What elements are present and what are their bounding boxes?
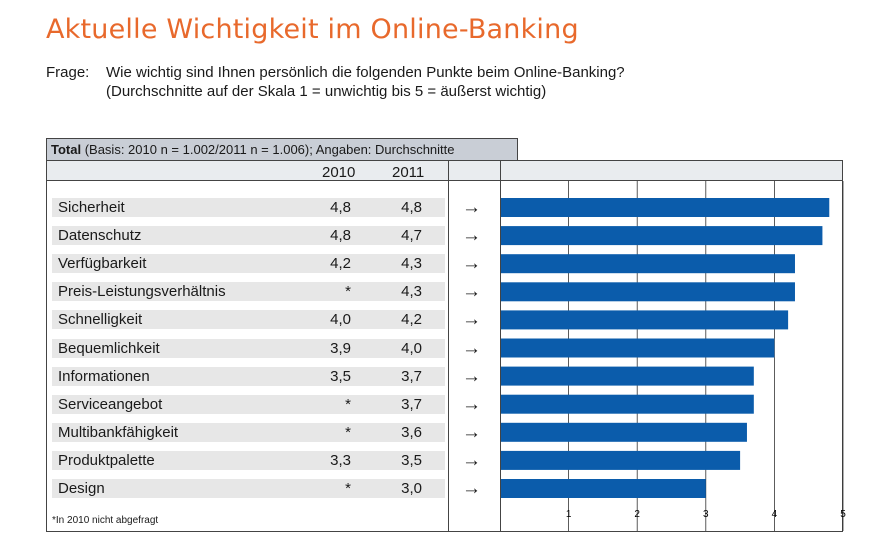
- arrow-icon: →: [462, 478, 481, 499]
- arrow-icon: →: [462, 337, 481, 359]
- value-2010: 4,8: [330, 227, 351, 245]
- table-row: [52, 310, 445, 330]
- tick-label-1: 1: [566, 509, 572, 520]
- column-header-2011: 2011: [392, 164, 425, 181]
- value-2010: *: [345, 423, 351, 441]
- table-row: [52, 366, 445, 386]
- value-2010: 3,9: [330, 339, 351, 357]
- tick-label-2: 2: [634, 509, 640, 520]
- category-label: Schnelligkeit: [58, 311, 143, 329]
- value-2010: 3,5: [330, 367, 351, 385]
- arrow-icon: →: [462, 365, 481, 387]
- value-2010: *: [345, 283, 351, 301]
- category-label: Informationen: [58, 367, 150, 385]
- category-label: Design: [58, 480, 105, 497]
- bar-5: [501, 310, 789, 330]
- bar-8: [501, 394, 754, 414]
- question-label: Frage:: [46, 64, 90, 81]
- table-row: [52, 450, 445, 470]
- arrow-icon: →: [462, 393, 481, 415]
- arrow-icon: →: [462, 253, 481, 275]
- value-2011: 4,7: [401, 227, 422, 245]
- question-line-1: Wie wichtig sind Ihnen persönlich die fo…: [106, 64, 625, 81]
- value-2011: 3,7: [401, 367, 422, 385]
- tick-label-4: 4: [772, 509, 778, 520]
- value-2011: 4,8: [401, 199, 422, 216]
- bar-1: [501, 198, 830, 217]
- arrow-icon: →: [462, 225, 481, 247]
- category-label: Produktpalette: [58, 451, 155, 469]
- column-header-2010: 2010: [322, 164, 356, 181]
- bar-2: [501, 226, 823, 246]
- table-row: [52, 338, 445, 358]
- table-row: [52, 282, 445, 302]
- category-label: Datenschutz: [58, 227, 142, 245]
- category-label: Bequemlichkeit: [58, 339, 160, 357]
- bar-11: [501, 479, 706, 498]
- bar-9: [501, 422, 747, 442]
- value-2011: 4,3: [401, 255, 422, 273]
- value-2011: 4,2: [401, 311, 422, 329]
- bar-6: [501, 338, 775, 358]
- header-basis-text: (Basis: 2010 n = 1.002/2011 n = 1.006); …: [81, 142, 455, 157]
- arrow-icon: →: [462, 281, 481, 303]
- value-2011: 3,5: [401, 451, 422, 469]
- table-header-caption: Total (Basis: 2010 n = 1.002/2011 n = 1.…: [46, 138, 518, 160]
- value-2011: 3,6: [401, 423, 422, 441]
- divider-values: [448, 160, 449, 532]
- category-label: Preis-Leistungsverhältnis: [58, 283, 226, 301]
- divider-arrows: [500, 160, 501, 532]
- bar-3: [501, 254, 795, 274]
- tick-label-3: 3: [703, 509, 709, 520]
- value-2010: 4,2: [330, 255, 351, 273]
- value-2010: *: [345, 395, 351, 413]
- table-row: [52, 198, 445, 217]
- question-line-2: (Durchschnitte auf der Skala 1 = unwicht…: [106, 83, 547, 100]
- table-row: [52, 479, 445, 498]
- bar-7: [501, 366, 754, 386]
- arrow-icon: →: [462, 449, 481, 471]
- value-2011: 3,0: [401, 480, 422, 497]
- bar-4: [501, 282, 795, 302]
- footnote: *In 2010 nicht abgefragt: [52, 515, 159, 526]
- value-2010: 4,0: [330, 311, 351, 329]
- arrow-icon: →: [462, 421, 481, 443]
- value-2010: *: [345, 480, 351, 497]
- column-header-row: [46, 160, 843, 181]
- chart-title: Aktuelle Wichtigkeit im Online-Banking: [46, 14, 579, 45]
- table-row: [52, 422, 445, 442]
- value-2010: 4,8: [330, 199, 351, 216]
- table-row: [52, 254, 445, 274]
- table-row: [52, 226, 445, 246]
- category-label: Multibankfähigkeit: [58, 423, 179, 441]
- value-2010: 3,3: [330, 451, 351, 469]
- arrow-icon: →: [462, 309, 481, 331]
- table-row: [52, 394, 445, 414]
- value-2011: 4,3: [401, 283, 422, 301]
- category-label: Verfügbarkeit: [58, 255, 147, 273]
- category-label: Serviceangebot: [58, 395, 163, 413]
- table-frame: [46, 160, 843, 532]
- value-2011: 4,0: [401, 339, 422, 357]
- arrow-icon: →: [462, 197, 481, 218]
- tick-label-5: 5: [840, 509, 846, 520]
- value-2011: 3,7: [401, 395, 422, 413]
- category-label: Sicherheit: [58, 199, 125, 216]
- header-total-label: Total: [51, 142, 82, 157]
- bar-10: [501, 450, 741, 470]
